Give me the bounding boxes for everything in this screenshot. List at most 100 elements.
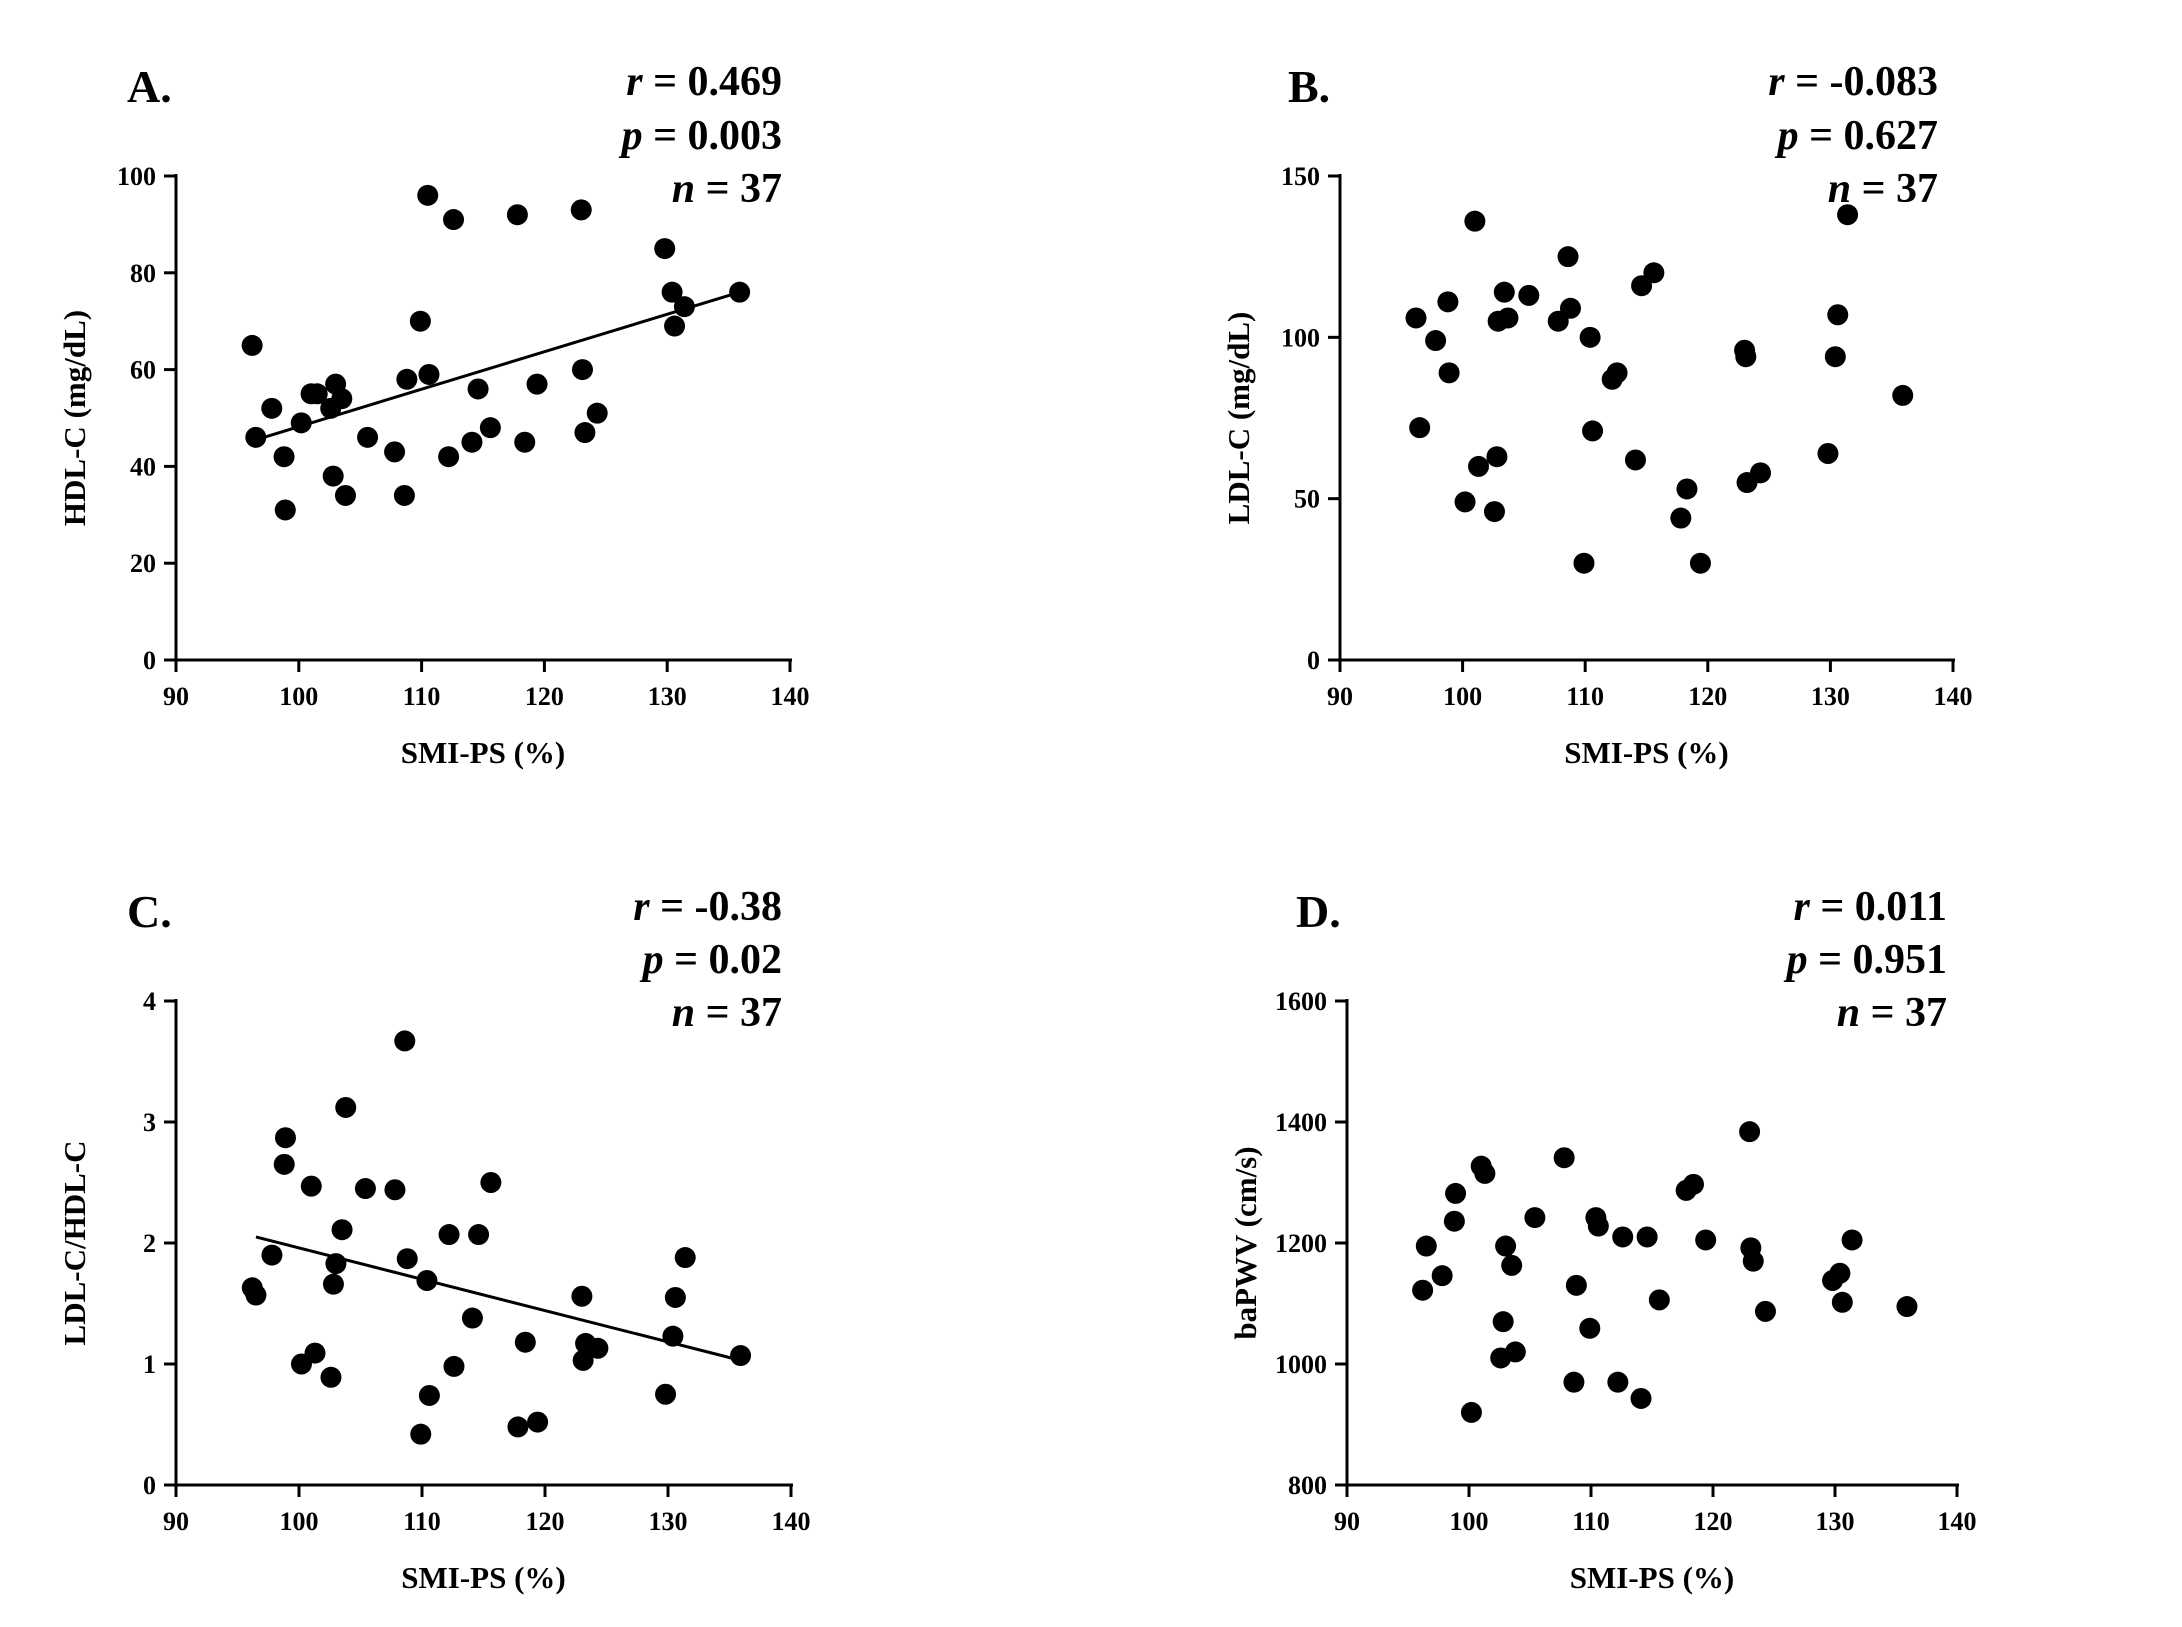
data-point xyxy=(304,1342,326,1364)
data-point xyxy=(1445,1182,1467,1204)
data-point xyxy=(1431,1265,1453,1287)
data-point xyxy=(1831,1291,1853,1313)
y-tick-label: 1000 xyxy=(1275,1350,1327,1379)
stat-symbol: r xyxy=(633,884,660,930)
stat-value: = 0.469 xyxy=(653,59,782,105)
data-point xyxy=(1841,1229,1863,1251)
data-point xyxy=(571,359,593,381)
data-point xyxy=(331,1219,353,1241)
x-tick-label: 130 xyxy=(649,1507,688,1536)
data-point xyxy=(384,1179,406,1201)
stat-r: r = 0.469 xyxy=(626,59,782,105)
data-point xyxy=(1565,1274,1587,1296)
data-point xyxy=(335,1096,357,1118)
data-point xyxy=(1437,291,1459,313)
y-tick-label: 4 xyxy=(143,987,156,1016)
data-point xyxy=(461,431,483,453)
data-point xyxy=(1817,442,1839,464)
data-point xyxy=(1579,1317,1601,1339)
panel-letter: D. xyxy=(1296,886,1341,937)
y-tick-label: 0 xyxy=(143,1471,156,1500)
data-point xyxy=(1837,204,1859,226)
x-axis-label: SMI-PS (%) xyxy=(401,1560,565,1595)
data-point xyxy=(1648,1289,1670,1311)
stat-symbol: p xyxy=(1784,937,1819,983)
y-tick-label: 800 xyxy=(1288,1471,1327,1500)
data-point xyxy=(661,281,683,303)
data-point xyxy=(274,499,296,521)
stat-symbol: r xyxy=(1794,884,1821,930)
data-point xyxy=(1582,420,1604,442)
data-point xyxy=(300,1175,322,1197)
data-point xyxy=(1518,284,1540,306)
x-axis-label: SMI-PS (%) xyxy=(1570,1560,1734,1595)
stat-symbol: n xyxy=(1837,990,1871,1036)
data-point xyxy=(1573,552,1595,574)
data-point xyxy=(507,1416,529,1438)
stat-value: = 0.011 xyxy=(1820,884,1947,930)
stat-symbol: r xyxy=(1768,59,1795,105)
data-point xyxy=(1754,1300,1776,1322)
stat-r: r = -0.38 xyxy=(633,884,782,930)
data-point xyxy=(1486,446,1508,468)
x-tick-label: 130 xyxy=(1811,682,1850,711)
data-point xyxy=(480,1172,502,1193)
y-tick-label: 20 xyxy=(130,549,156,578)
x-tick-label: 100 xyxy=(1443,682,1482,711)
data-point xyxy=(443,209,465,231)
data-point xyxy=(1474,1162,1496,1184)
x-tick-label: 120 xyxy=(1694,1507,1733,1536)
y-axis-label: HDL-C (mg/dL) xyxy=(57,310,92,526)
stat-symbol: n xyxy=(672,166,706,212)
y-tick-label: 0 xyxy=(143,646,156,675)
data-point xyxy=(245,1284,267,1306)
data-point xyxy=(1735,346,1757,368)
data-point xyxy=(570,199,592,221)
data-point xyxy=(664,1286,686,1308)
data-point xyxy=(1636,1226,1658,1248)
y-tick-label: 2 xyxy=(143,1229,156,1258)
data-point xyxy=(1695,1229,1717,1251)
data-point xyxy=(1896,1296,1918,1318)
panel-letter: C. xyxy=(127,886,172,937)
data-point xyxy=(261,397,283,419)
data-point xyxy=(1689,552,1711,574)
y-axis-label: LDL-C (mg/dL) xyxy=(1221,312,1256,525)
data-point xyxy=(1409,417,1431,439)
data-point xyxy=(396,1248,418,1270)
data-point xyxy=(1630,1387,1652,1409)
stat-r: r = -0.083 xyxy=(1768,59,1938,105)
stat-n: n = 37 xyxy=(672,166,782,212)
data-point xyxy=(1468,455,1490,477)
data-point xyxy=(1739,1121,1761,1143)
data-point xyxy=(1553,1147,1575,1169)
stat-n: n = 37 xyxy=(1837,990,1947,1036)
data-point xyxy=(1493,281,1515,303)
data-point xyxy=(409,310,431,332)
data-point xyxy=(527,1411,549,1433)
x-tick-label: 140 xyxy=(772,1507,811,1536)
x-axis-label: SMI-PS (%) xyxy=(401,735,565,770)
data-point xyxy=(1579,326,1601,348)
data-point xyxy=(322,1273,344,1295)
data-point xyxy=(1624,449,1646,471)
data-point xyxy=(394,1030,416,1052)
data-point xyxy=(322,465,344,487)
panel-0: A. r = 0.469 p = 0.003 n = 37 90 100 110 120 130… xyxy=(57,59,810,770)
x-tick-label: 130 xyxy=(648,682,687,711)
data-point xyxy=(1829,1262,1851,1284)
data-point xyxy=(1425,330,1447,352)
x-tick-label: 90 xyxy=(163,682,189,711)
data-point xyxy=(416,1270,438,1292)
stat-value: = 37 xyxy=(706,990,782,1036)
data-point xyxy=(245,426,267,448)
x-tick-label: 100 xyxy=(280,1507,319,1536)
data-point xyxy=(479,417,501,439)
data-point xyxy=(306,383,328,405)
stat-p: p = 0.951 xyxy=(1784,937,1947,983)
data-point xyxy=(1504,1341,1526,1363)
data-point xyxy=(1415,1235,1437,1257)
panel-1: B. r = -0.083 p = 0.627 n = 37 90 100 110 120 13… xyxy=(1221,59,1973,770)
data-point xyxy=(417,184,439,206)
